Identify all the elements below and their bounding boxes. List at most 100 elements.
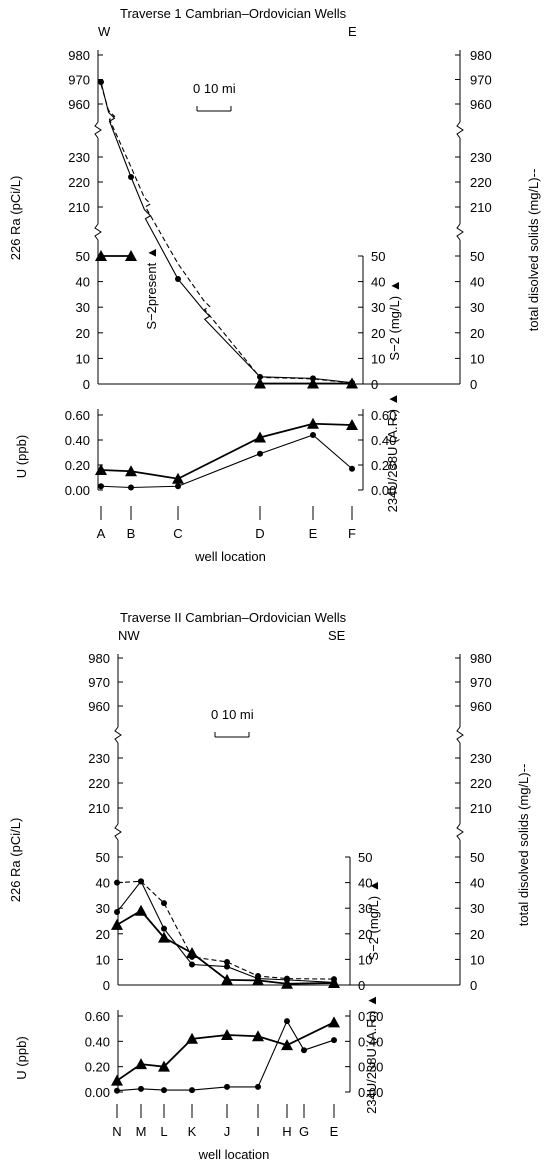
tds-point: [114, 879, 120, 886]
lower-left-axis-label: U (ppb): [14, 1036, 29, 1079]
ra-point: [161, 925, 167, 932]
u-point: [161, 1087, 167, 1094]
left-tick-label: 210: [88, 801, 110, 816]
u-series-line: [116, 1019, 335, 1092]
right-tick-label: 30: [470, 300, 484, 315]
ar-point: [135, 1058, 147, 1070]
inner-tick-label: 10: [371, 351, 385, 366]
u-series-line: [100, 434, 353, 489]
lower-left-tick-label: 0.20: [65, 458, 90, 473]
right-tick-label: 0: [470, 978, 477, 993]
x-tick-label: H: [282, 1124, 291, 1139]
right-tick-label: 20: [470, 326, 484, 341]
right-tick-label: 40: [470, 876, 484, 891]
scale-bar-label: 0 10 mi: [193, 81, 236, 96]
right-tick-label: 10: [470, 351, 484, 366]
ar-point: [111, 1074, 123, 1086]
inner-tick-label: 50: [371, 249, 385, 264]
left-tick-label: 220: [88, 776, 110, 791]
right-tick-label: 210: [470, 801, 492, 816]
inner-tick-label: 0: [371, 377, 378, 392]
u-point: [114, 1087, 120, 1094]
left-tick-label: 0: [83, 377, 90, 392]
x-tick-label: B: [127, 526, 136, 541]
right-tick-label: 960: [470, 97, 492, 112]
right-tick-label: 220: [470, 175, 492, 190]
ar-point: [158, 1060, 170, 1072]
x-tick-label: A: [97, 526, 106, 541]
right-tick-label: 220: [470, 776, 492, 791]
x-tick-label: E: [330, 1124, 339, 1139]
ra-point: [189, 961, 195, 968]
lower-left-tick-label: 0.60: [65, 408, 90, 423]
s2-point: [158, 931, 170, 943]
right-axis-break-2: [456, 823, 464, 841]
left-tick-label: 970: [88, 675, 110, 690]
chart-title: Traverse II Cambrian–Ordovician Wells: [120, 610, 347, 625]
right-tick-label: 10: [470, 952, 484, 967]
ar-point: [346, 419, 358, 430]
inner-tick-label: 40: [371, 275, 385, 290]
x-tick-label: D: [255, 526, 264, 541]
left-tick-label: 970: [68, 73, 90, 88]
lower-left-tick-label: 0.00: [85, 1085, 110, 1100]
s2-point: [125, 250, 137, 261]
right-tick-label: 0: [470, 377, 477, 392]
left-axis-break-2: [94, 223, 102, 241]
tds-point: [138, 878, 144, 885]
left-tick-label: 230: [88, 751, 110, 766]
u-point: [128, 484, 134, 491]
s2-point: [346, 377, 358, 389]
s2-point: [307, 377, 319, 389]
tds-point: [161, 900, 167, 907]
x-tick-label: I: [256, 1124, 260, 1139]
lower-right-tick-label: 0.40: [371, 433, 396, 448]
left-tick-label: 220: [68, 175, 90, 190]
s2-point: [254, 377, 266, 389]
x-tick-label: L: [160, 1124, 167, 1139]
left-tick-label: 980: [68, 48, 90, 63]
x-tick-label: G: [299, 1124, 309, 1139]
right-axis-break-1: [456, 726, 464, 744]
right-tick-label: 40: [470, 275, 484, 290]
outer-axis-label: total disolved solids (mg/L)--: [526, 169, 541, 332]
u-point: [310, 432, 316, 438]
left-axis-break-1: [94, 121, 102, 139]
scale-bar-label: 0 10 mi: [211, 707, 254, 722]
right-axis-break-2: [456, 223, 464, 241]
left-axis-label: 226 Ra (pCi/L): [8, 176, 23, 261]
s2-point: [221, 973, 233, 985]
ra-point: [175, 276, 181, 283]
left-tick-label: 20: [96, 927, 110, 942]
ar-point: [95, 464, 107, 475]
right-tick-label: 960: [470, 699, 492, 714]
lower-right-tick-label: 0.00: [358, 1085, 383, 1100]
inner-tick-label: 0: [358, 978, 365, 993]
s2-point: [186, 947, 198, 958]
s2-point: [111, 918, 123, 930]
u-point: [257, 450, 263, 457]
x-tick-label: M: [136, 1124, 147, 1139]
ar-point: [281, 1039, 293, 1051]
ar-series-line: [116, 1021, 335, 1082]
left-axis-break-2: [114, 823, 122, 841]
ar-point: [254, 431, 266, 443]
left-tick-label: 30: [96, 901, 110, 916]
lower-right-tick-label: 0.20: [358, 1060, 383, 1075]
outer-axis-label: total disolved solids (mg/L)--: [516, 764, 531, 927]
inner-axis-label: S−2 (mg/L) ▲: [387, 279, 402, 360]
right-tick-label: 210: [470, 200, 492, 215]
right-tick-label: 230: [470, 150, 492, 165]
lower-right-tick-label: 0.20: [371, 458, 396, 473]
lower-right-tick-label: 0.60: [371, 408, 396, 423]
u-point: [138, 1085, 144, 1092]
x-tick-label: E: [309, 526, 318, 541]
direction-left: W: [98, 24, 111, 39]
left-tick-label: 50: [96, 850, 110, 865]
lower-right-tick-label: 0.00: [371, 483, 396, 498]
right-tick-label: 50: [470, 249, 484, 264]
ra-series-line: [100, 81, 353, 384]
right-tick-label: 20: [470, 927, 484, 942]
inner-tick-label: 40: [358, 876, 372, 891]
ar-point: [186, 1032, 198, 1044]
